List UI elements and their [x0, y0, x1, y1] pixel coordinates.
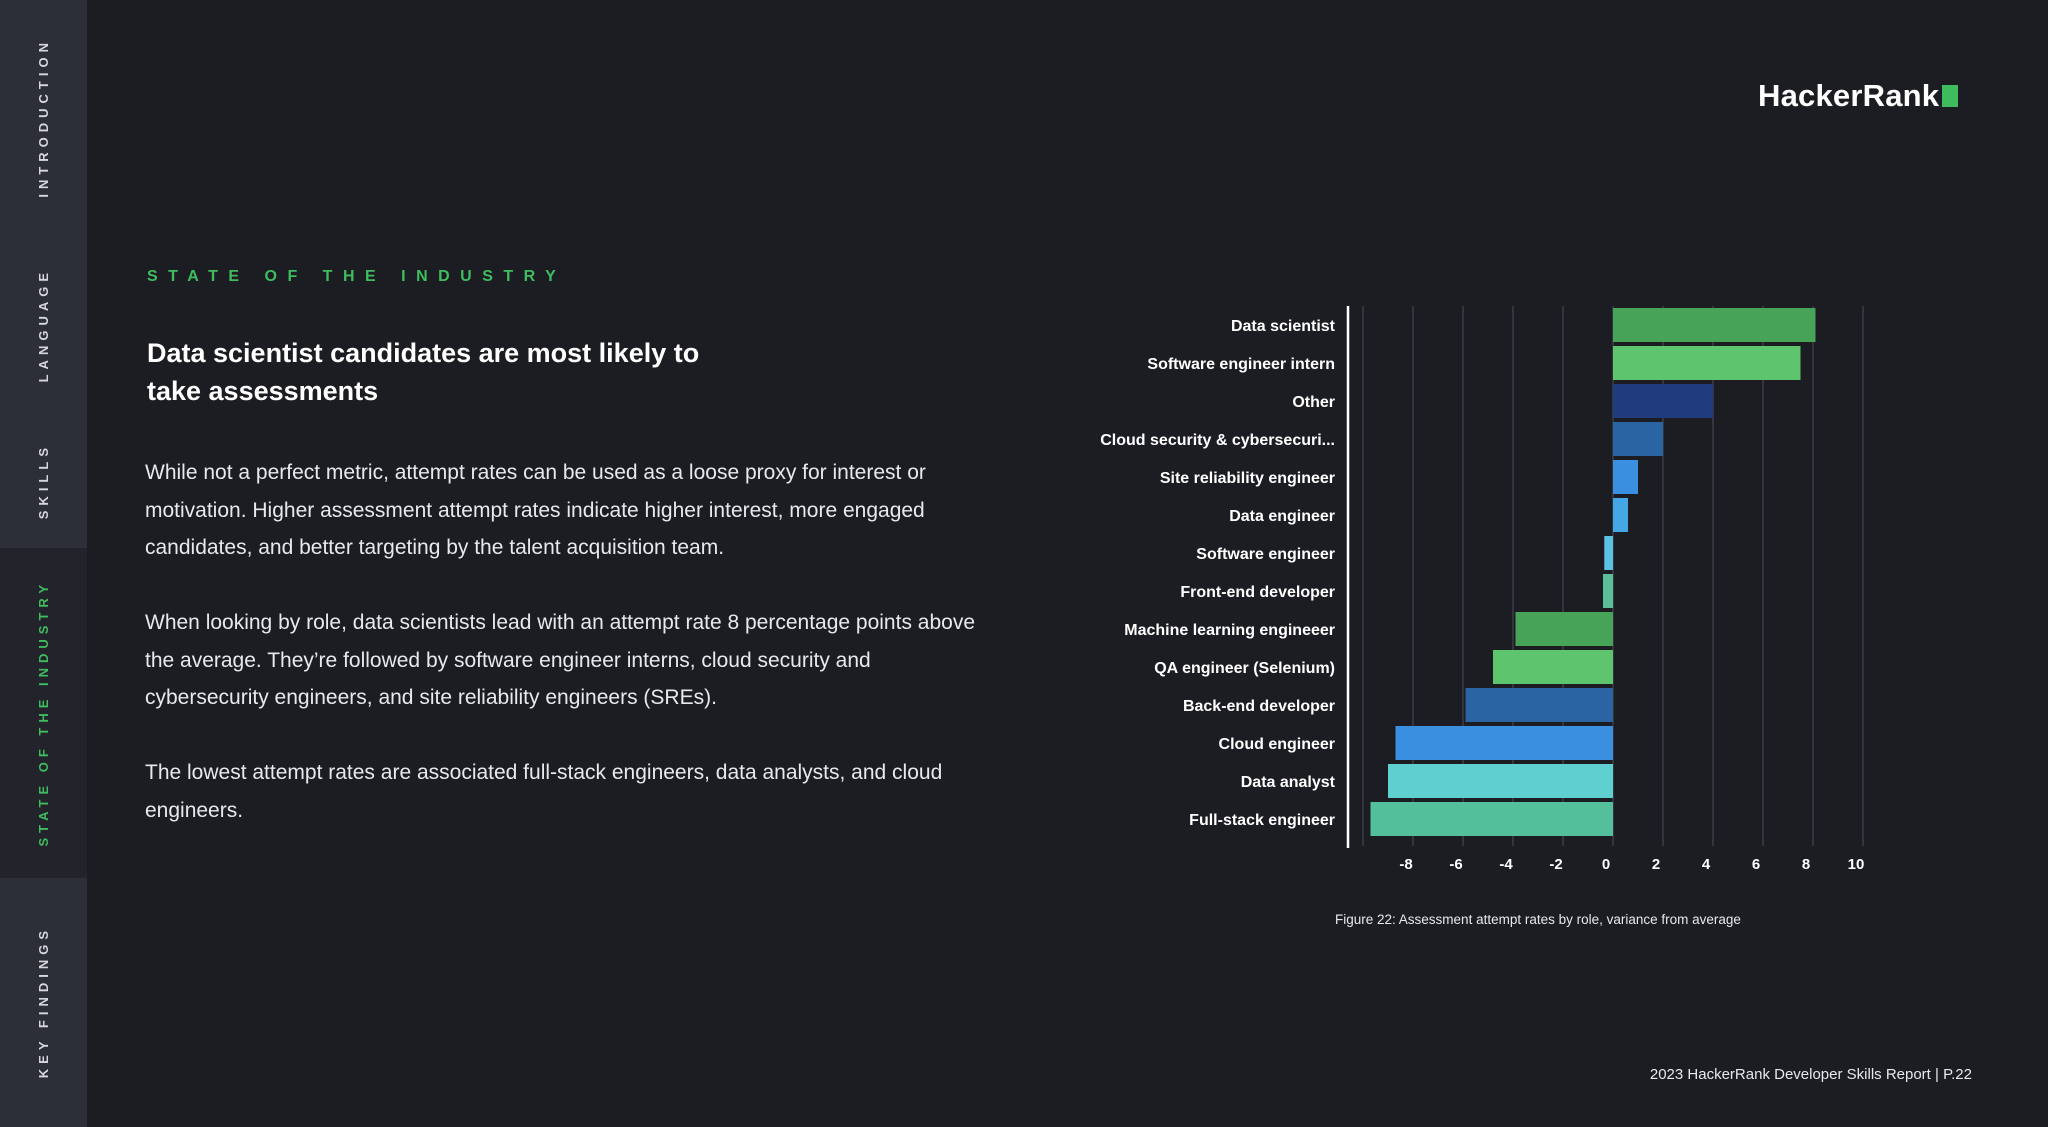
category-label: Other: [1292, 394, 1335, 411]
bar: [1613, 346, 1801, 380]
category-label: Data engineer: [1229, 508, 1335, 525]
bar: [1613, 384, 1713, 418]
x-tick-label: -4: [1499, 856, 1513, 873]
body-paragraph: When looking by role, data scientists le…: [145, 611, 975, 709]
sidebar-tab-label: STATE OF THE INDUSTRY: [36, 579, 51, 847]
bar: [1613, 498, 1628, 532]
category-label: Data analyst: [1241, 774, 1336, 791]
bar: [1388, 764, 1613, 798]
category-label: Cloud security & cybersecuri...: [1100, 432, 1335, 449]
sidebar-tab-skills[interactable]: SKILLS: [0, 415, 87, 548]
category-label: Software engineer intern: [1147, 356, 1335, 373]
category-label: Front-end developer: [1180, 584, 1335, 601]
x-tick-label: 4: [1702, 856, 1711, 873]
logo-mark-icon: [1942, 85, 1959, 107]
category-label: Full-stack engineer: [1189, 812, 1335, 829]
x-tick-label: 2: [1652, 856, 1660, 873]
section-eyebrow: STATE OF THE INDUSTRY: [147, 268, 567, 285]
sidebar-tab-label: LANGUAGE: [36, 267, 51, 383]
bar-chart-svg: Data scientist Software engineer intern Ot…: [1100, 306, 1865, 873]
sidebar-tab-label: INTRODUCTION: [36, 37, 51, 198]
x-tick-label: 8: [1802, 856, 1810, 873]
sidebar-tab-introduction[interactable]: INTRODUCTION: [0, 0, 87, 235]
x-tick-label: -8: [1399, 856, 1412, 873]
sidebar-tab-label: SKILLS: [36, 443, 51, 520]
x-tick-label: 10: [1848, 856, 1865, 873]
bar: [1604, 536, 1613, 570]
bar: [1370, 802, 1613, 836]
category-label: Machine learning engineeer: [1124, 622, 1335, 639]
x-tick-label: -2: [1549, 856, 1562, 873]
category-label: Software engineer: [1196, 546, 1335, 563]
body-paragraph: The lowest attempt rates are associated …: [145, 761, 943, 822]
logo-text: HackerRank: [1758, 78, 1940, 113]
bar: [1603, 574, 1613, 608]
sidebar-tab-label: KEY FINDINGS: [36, 926, 51, 1079]
bar: [1613, 308, 1816, 342]
attempt-rate-chart: Data scientist Software engineer intern Ot…: [1100, 290, 1900, 890]
x-tick-label: -6: [1449, 856, 1462, 873]
sidebar-tab-state-of-the-industry[interactable]: STATE OF THE INDUSTRY: [0, 548, 87, 878]
sidebar-tab-key-findings[interactable]: KEY FINDINGS: [0, 878, 87, 1127]
bar: [1465, 688, 1613, 722]
bar: [1493, 650, 1613, 684]
bar: [1613, 460, 1638, 494]
sidebar-nav: INTRODUCTION LANGUAGE SKILLS STATE OF TH…: [0, 0, 87, 1127]
hackerrank-logo: HackerRank: [1758, 78, 1959, 114]
page-footer: 2023 HackerRank Developer Skills Report …: [1649, 1066, 1972, 1083]
body-text: While not a perfect metric, attempt rate…: [145, 454, 975, 867]
category-label: Cloud engineer: [1219, 736, 1335, 753]
x-tick-label: 6: [1752, 856, 1760, 873]
category-label: Site reliability engineer: [1160, 470, 1335, 487]
category-label: Data scientist: [1231, 318, 1336, 335]
page-title: Data scientist candidates are most likel…: [147, 338, 700, 406]
sidebar-tab-language[interactable]: LANGUAGE: [0, 235, 87, 415]
bar: [1613, 422, 1663, 456]
category-label: QA engineer (Selenium): [1154, 660, 1335, 677]
body-paragraph: While not a perfect metric, attempt rate…: [145, 461, 926, 559]
category-label: Back-end developer: [1183, 698, 1335, 715]
x-tick-label: 0: [1602, 856, 1610, 873]
figure-caption: Figure 22: Assessment attempt rates by r…: [1335, 912, 1741, 927]
bar: [1395, 726, 1613, 760]
bar: [1515, 612, 1613, 646]
